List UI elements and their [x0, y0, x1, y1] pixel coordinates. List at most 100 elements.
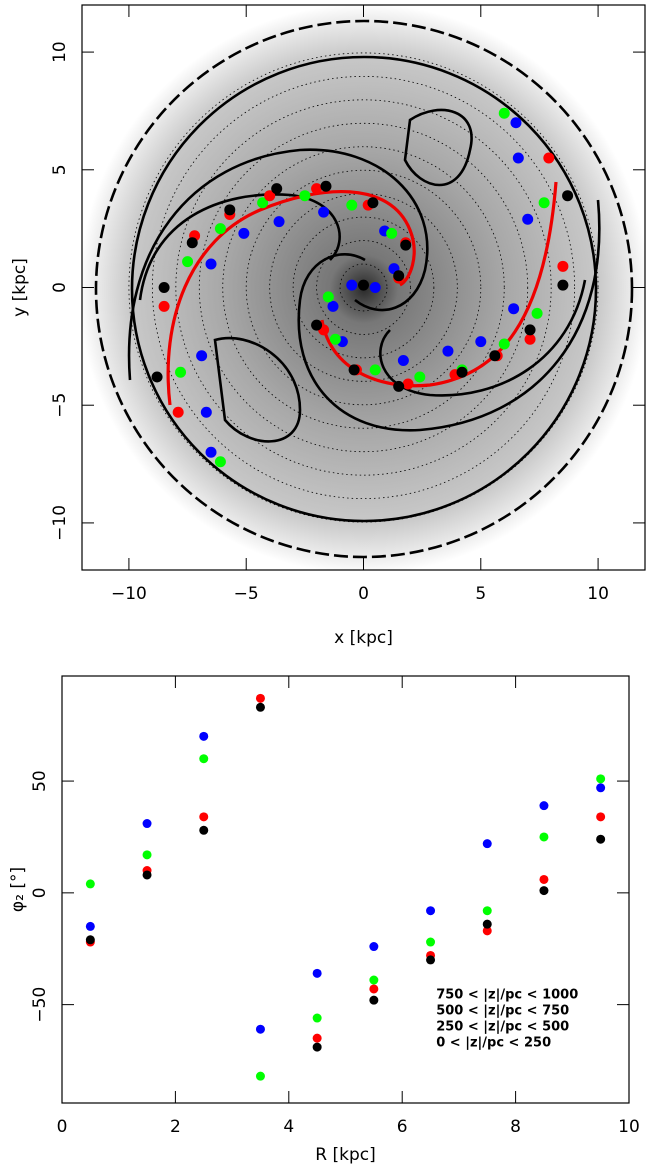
data-point	[273, 216, 285, 228]
contour	[403, 108, 473, 187]
data-point	[255, 1071, 265, 1081]
data-point	[329, 333, 341, 345]
data-point	[512, 152, 524, 164]
data-point	[482, 919, 492, 929]
x-tick-label: 8	[510, 1117, 521, 1137]
x-tick-label: −10	[111, 584, 147, 604]
legend-entry: 0 < |z|/pc < 250	[436, 1036, 551, 1051]
radius-ring	[245, 169, 482, 406]
y-tick-label: −10	[50, 505, 70, 541]
data-point	[312, 1033, 322, 1043]
x-tick-label: 10	[587, 584, 609, 604]
data-point	[442, 345, 454, 357]
data-point	[369, 364, 381, 376]
data-point	[538, 197, 550, 209]
data-point	[224, 204, 236, 216]
data-point	[426, 955, 436, 965]
legend-entry: 250 < |z|/pc < 500	[436, 1020, 569, 1035]
data-point	[386, 227, 398, 239]
data-point	[539, 886, 549, 896]
data-point	[199, 825, 209, 835]
contour	[379, 279, 587, 397]
data-point	[426, 906, 436, 916]
data-point	[508, 303, 520, 315]
data-point	[158, 300, 170, 312]
data-point	[358, 279, 369, 291]
data-point	[320, 180, 332, 192]
radius-ring	[339, 263, 388, 312]
data-point	[311, 319, 323, 331]
x-tick-label: −5	[234, 584, 259, 604]
data-point	[498, 338, 510, 350]
data-point	[264, 190, 276, 202]
data-point	[482, 906, 492, 916]
y-tick-label: 50	[30, 770, 50, 792]
radius-ring	[316, 240, 411, 335]
data-point	[142, 870, 152, 880]
data-point	[489, 350, 501, 362]
radius-ring	[198, 122, 529, 453]
y-axis-label: φ₂ [°]	[8, 867, 28, 912]
data-point	[426, 937, 436, 947]
data-point	[369, 995, 379, 1005]
data-point	[257, 197, 269, 209]
x-axis-label: x [kpc]	[334, 628, 393, 648]
x-tick-label: 6	[397, 1117, 408, 1137]
y-tick-label: 0	[50, 282, 70, 293]
data-point	[142, 819, 152, 829]
x-tick-label: 2	[170, 1117, 181, 1137]
data-point	[200, 406, 212, 418]
data-point	[205, 446, 217, 458]
spiral-fit	[320, 181, 558, 388]
data-point	[562, 190, 574, 202]
data-point	[158, 282, 170, 293]
data-point	[539, 801, 549, 811]
data-point	[312, 968, 322, 978]
data-point	[172, 406, 184, 418]
y-tick-label: 5	[50, 164, 70, 175]
data-point	[596, 812, 606, 822]
data-point	[369, 975, 379, 985]
data-point	[397, 354, 409, 366]
y-tick-label: 0	[30, 887, 50, 898]
data-point	[539, 832, 549, 842]
x-tick-label: 5	[475, 584, 486, 604]
data-point	[255, 702, 265, 712]
x-axis-label: R [kpc]	[315, 1145, 375, 1165]
data-point	[151, 371, 163, 383]
legend-entry: 500 < |z|/pc < 750	[436, 1004, 569, 1019]
data-point	[510, 117, 522, 129]
data-point	[182, 256, 194, 268]
y-tick-label: −50	[30, 987, 50, 1023]
data-point	[255, 693, 265, 703]
radius-ring	[222, 146, 505, 429]
data-point	[482, 839, 492, 849]
data-point	[322, 291, 334, 303]
data-point	[522, 213, 534, 225]
data-point	[348, 364, 360, 376]
y-tick-label: −5	[50, 393, 70, 418]
data-point	[346, 279, 358, 291]
data-point	[531, 307, 543, 319]
data-point	[367, 197, 379, 209]
data-point	[596, 783, 606, 793]
data-point	[299, 190, 311, 202]
data-point	[596, 834, 606, 844]
radius-rings	[128, 52, 599, 523]
data-point	[543, 152, 555, 164]
radius-ring	[175, 99, 552, 476]
data-point	[393, 380, 405, 392]
data-point	[255, 1024, 265, 1034]
data-point	[327, 300, 339, 312]
data-point	[175, 366, 187, 378]
data-point	[369, 942, 379, 952]
contours	[94, 19, 634, 559]
data-point	[199, 731, 209, 741]
x-tick-label: 0	[358, 584, 369, 604]
data-point	[524, 333, 536, 345]
data-point	[400, 239, 412, 251]
data-point	[312, 1013, 322, 1023]
data-point	[393, 270, 405, 282]
data-point	[482, 926, 492, 936]
data-point	[205, 258, 217, 270]
